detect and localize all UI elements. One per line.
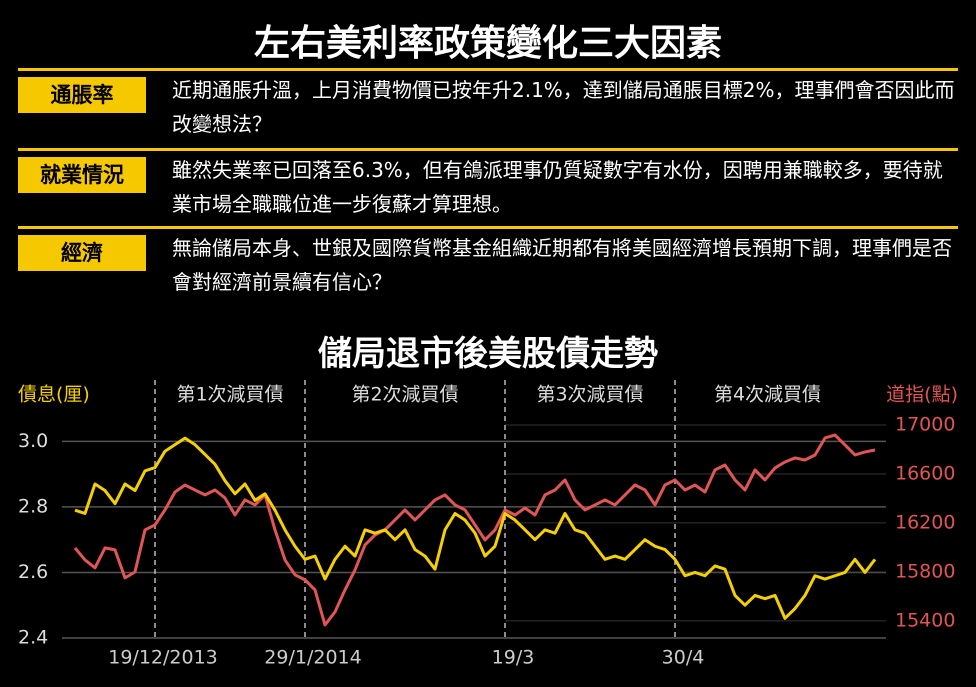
factor-row: 通脹率 近期通脹升溫，上月消費物價已按年升2.1%，達到儲局通脹目標2%，理事們… bbox=[18, 68, 958, 143]
x-tick-label: 19/12/2013 bbox=[108, 647, 218, 669]
factor-row: 就業情況 雖然失業率已回落至6.3%，但有鴿派理事仍質疑數字有水份，因聘用兼職較… bbox=[18, 148, 958, 223]
y2-tick-label: 17000 bbox=[895, 414, 955, 436]
y-tick-label: 3.0 bbox=[18, 430, 48, 452]
y2-tick-label: 15400 bbox=[895, 609, 955, 631]
annotation: 第1次減買債 bbox=[176, 384, 283, 406]
x-tick-label: 29/1/2014 bbox=[264, 647, 361, 669]
line-series bbox=[73, 433, 876, 627]
y-tick-label: 2.4 bbox=[18, 627, 48, 649]
factor-row: 經濟 無論儲局本身、世銀及國際貨幣基金組織近期都有將美國經濟增長預期下調，理事們… bbox=[18, 226, 958, 301]
chart-title: 儲局退市後美股債走勢 bbox=[318, 334, 658, 374]
annotation: 第4次減買債 bbox=[714, 384, 821, 406]
y-tick-label: 2.8 bbox=[18, 495, 48, 517]
y-tick-label: 2.6 bbox=[18, 561, 48, 583]
annotation: 第2次減買債 bbox=[351, 384, 458, 406]
y-axis-label: 債息(厘) bbox=[18, 384, 90, 406]
x-tick-label: 30/4 bbox=[662, 647, 705, 669]
factor-text: 無論儲局本身、世銀及國際貨幣基金組織近期都有將美國經濟增長預期下調，理事們是否會… bbox=[172, 236, 952, 294]
y2-axis-label: 道指(點) bbox=[886, 384, 958, 406]
factor-label: 經濟 bbox=[18, 235, 146, 271]
annotation: 第3次減買債 bbox=[536, 384, 643, 406]
factor-text: 雖然失業率已回落至6.3%，但有鴿派理事仍質疑數字有水份，因聘用兼職較多，要待就… bbox=[172, 158, 943, 216]
y2-tick-label: 16600 bbox=[895, 462, 955, 484]
y2-tick-label: 15800 bbox=[895, 560, 955, 582]
x-tick-label: 19/3 bbox=[492, 647, 535, 669]
factor-label: 通脹率 bbox=[18, 77, 146, 113]
factor-label: 就業情況 bbox=[18, 157, 146, 193]
factor-text: 近期通脹升溫，上月消費物價已按年升2.1%，達到儲局通脹目標2%，理事們會否因此… bbox=[172, 78, 955, 136]
page-title: 左右美利率政策變化三大因素 bbox=[253, 22, 722, 64]
line-series bbox=[74, 436, 877, 620]
y2-tick-label: 16200 bbox=[895, 511, 955, 533]
